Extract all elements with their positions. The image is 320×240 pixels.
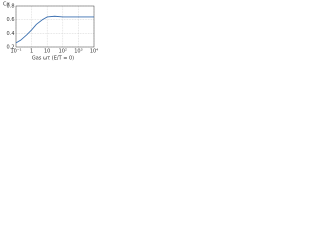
- plot-frame: [15, 5, 95, 48]
- chart: Cα Gas ωτ (E/T = 0) 0.2 0.4 0.6 0.8 10⁻¹ 1 10 1…: [3, 2, 98, 62]
- x-axis-label: Gas ωτ (E/T = 0): [32, 56, 74, 62]
- data-line: [15, 15, 94, 44]
- x-tick-label: 10³: [74, 49, 82, 55]
- y-tick-label: 0.6: [7, 17, 15, 23]
- y-tick-label: 0.2: [7, 45, 15, 51]
- x-tick-label: 10: [44, 49, 50, 55]
- y-tick-label: 0.4: [7, 31, 15, 37]
- x-tick-label: 10²: [59, 49, 67, 55]
- y-axis-label: Cα: [3, 2, 10, 8]
- x-tick-label: 10⁻¹: [10, 49, 21, 55]
- x-tick-label: 1: [30, 49, 33, 55]
- y-tick-label: 0.8: [7, 4, 15, 10]
- x-tick-label: 10⁴: [90, 49, 98, 55]
